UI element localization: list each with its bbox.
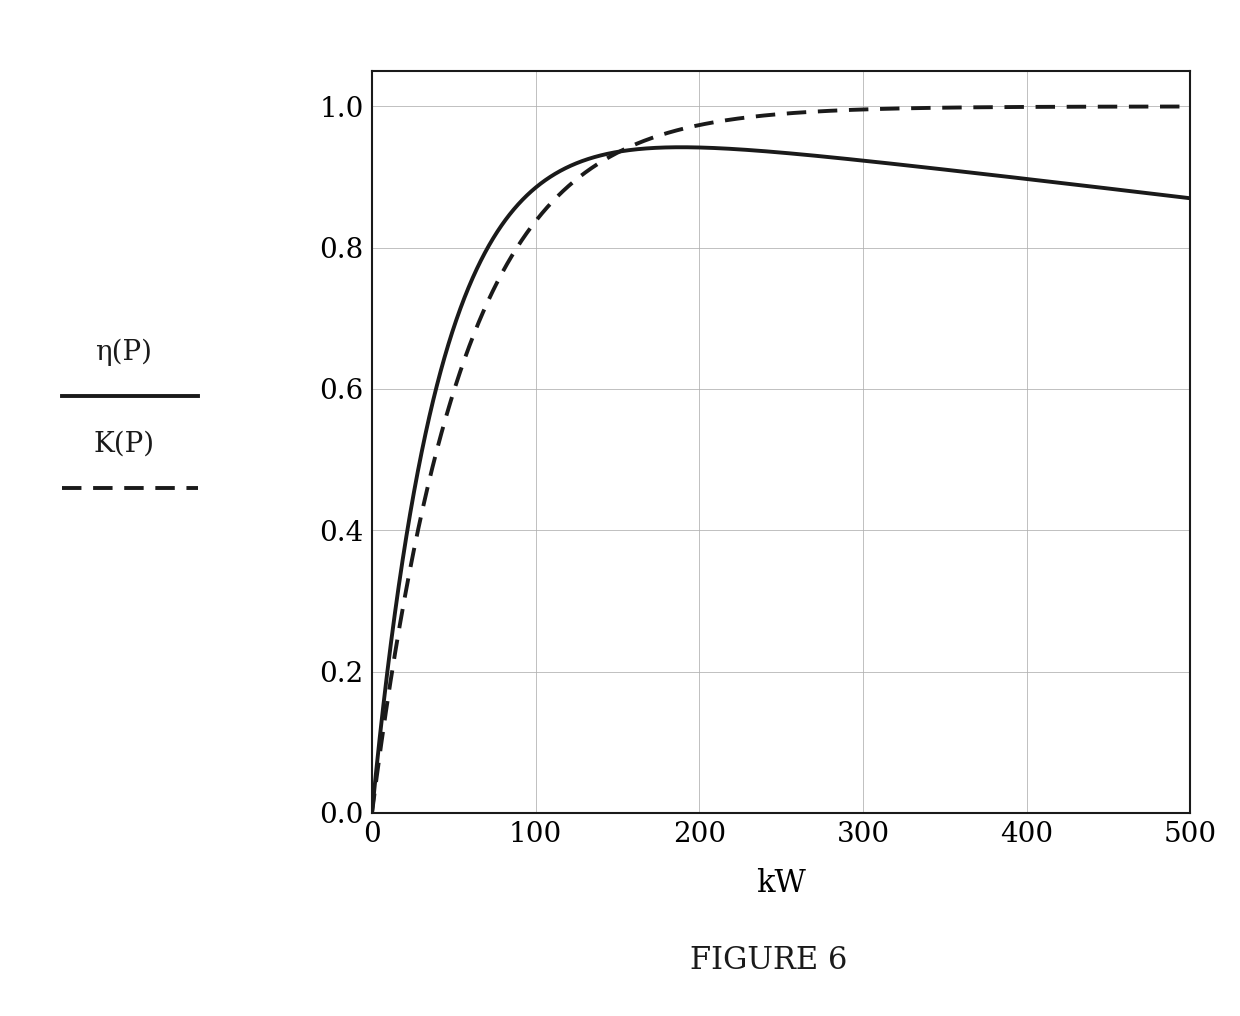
Text: FIGURE 6: FIGURE 6	[691, 945, 847, 975]
X-axis label: kW: kW	[756, 868, 806, 898]
Text: η(P): η(P)	[95, 338, 153, 366]
Text: K(P): K(P)	[93, 430, 155, 457]
